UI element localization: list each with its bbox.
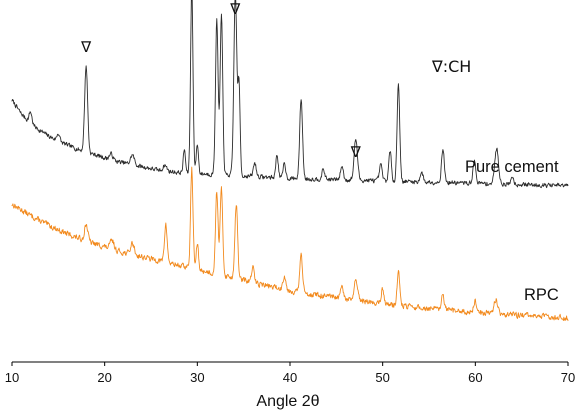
x-tick-label: 10	[5, 370, 19, 385]
series-label-rpc: RPC	[524, 286, 559, 304]
ch-marker: ∇	[229, 0, 241, 18]
x-tick-label: 40	[283, 370, 297, 385]
x-tick-label: 60	[468, 370, 482, 385]
ch-marker: ∇	[350, 143, 362, 161]
x-tick-label: 50	[375, 370, 389, 385]
trace-pure-cement	[11, 0, 569, 189]
x-tick-label: 30	[190, 370, 204, 385]
x-axis-ticks: 10 20 30 40 50 60 70	[5, 362, 575, 385]
ch-legend-note: ∇:CH	[431, 57, 471, 76]
x-axis-title: Angle 2θ	[256, 393, 319, 410]
x-tick-label: 70	[561, 370, 575, 385]
series-traces	[11, 0, 569, 322]
x-tick-label: 20	[97, 370, 111, 385]
ch-marker: ∇	[80, 38, 92, 56]
trace-rpc	[11, 166, 569, 322]
ch-markers: ∇ ∇ ∇	[80, 0, 362, 161]
series-label-pure-cement: Pure cement	[465, 158, 559, 176]
